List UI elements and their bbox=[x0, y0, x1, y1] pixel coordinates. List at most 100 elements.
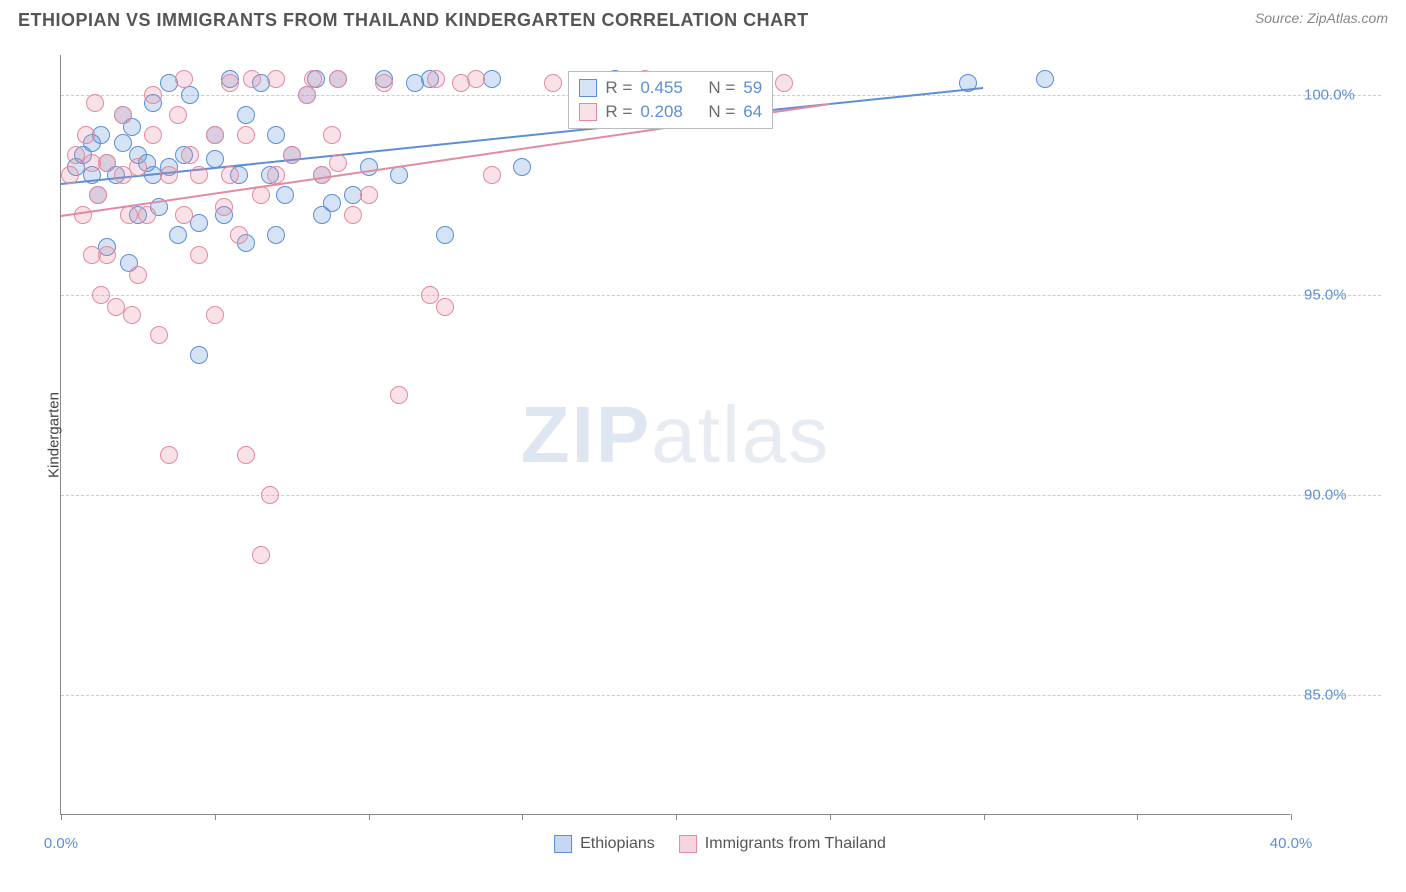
scatter-point bbox=[190, 214, 208, 232]
legend-swatch bbox=[554, 835, 572, 853]
y-axis-label: Kindergarten bbox=[45, 392, 62, 478]
scatter-point bbox=[74, 206, 92, 224]
scatter-point bbox=[114, 134, 132, 152]
y-tick-label: 85.0% bbox=[1304, 687, 1374, 704]
scatter-point bbox=[169, 226, 187, 244]
scatter-point bbox=[267, 226, 285, 244]
scatter-point bbox=[123, 306, 141, 324]
scatter-point bbox=[261, 486, 279, 504]
scatter-point bbox=[144, 126, 162, 144]
gridline-h bbox=[61, 295, 1381, 296]
scatter-point bbox=[92, 286, 110, 304]
scatter-point bbox=[181, 146, 199, 164]
y-tick-label: 100.0% bbox=[1304, 87, 1374, 104]
scatter-point bbox=[138, 206, 156, 224]
x-tick bbox=[984, 814, 985, 820]
scatter-point bbox=[360, 158, 378, 176]
scatter-point bbox=[61, 166, 79, 184]
y-tick-label: 95.0% bbox=[1304, 287, 1374, 304]
scatter-point bbox=[436, 298, 454, 316]
scatter-point bbox=[467, 70, 485, 88]
scatter-point bbox=[190, 246, 208, 264]
scatter-point bbox=[89, 186, 107, 204]
scatter-point bbox=[329, 70, 347, 88]
scatter-point bbox=[427, 70, 445, 88]
legend: Ethiopians Immigrants from Thailand bbox=[554, 835, 886, 853]
scatter-point bbox=[243, 70, 261, 88]
scatter-point bbox=[169, 106, 187, 124]
scatter-point bbox=[237, 126, 255, 144]
scatter-point bbox=[86, 94, 104, 112]
x-tick bbox=[1291, 814, 1292, 820]
watermark: ZIPatlas bbox=[521, 389, 830, 481]
legend-label: Immigrants from Thailand bbox=[705, 835, 886, 853]
stat-r-label: R = bbox=[605, 78, 632, 98]
scatter-point bbox=[436, 226, 454, 244]
legend-item: Ethiopians bbox=[554, 835, 655, 853]
y-tick-label: 90.0% bbox=[1304, 487, 1374, 504]
scatter-point bbox=[252, 546, 270, 564]
scatter-point bbox=[160, 446, 178, 464]
scatter-point bbox=[114, 106, 132, 124]
x-tick-label: 0.0% bbox=[44, 835, 78, 852]
scatter-point bbox=[215, 198, 233, 216]
scatter-point bbox=[483, 70, 501, 88]
scatter-point bbox=[98, 154, 116, 172]
stat-r-value: 0.455 bbox=[640, 78, 683, 98]
x-tick bbox=[522, 814, 523, 820]
x-tick bbox=[369, 814, 370, 820]
scatter-point bbox=[375, 74, 393, 92]
scatter-point bbox=[283, 146, 301, 164]
scatter-point bbox=[175, 206, 193, 224]
scatter-point bbox=[175, 70, 193, 88]
scatter-point bbox=[237, 106, 255, 124]
x-tick bbox=[61, 814, 62, 820]
stats-row: R = 0.208 N = 64 bbox=[579, 100, 762, 124]
x-tick bbox=[676, 814, 677, 820]
gridline-h bbox=[61, 495, 1381, 496]
source-attribution: Source: ZipAtlas.com bbox=[1255, 10, 1388, 26]
scatter-point bbox=[98, 246, 116, 264]
scatter-point bbox=[360, 186, 378, 204]
scatter-point bbox=[190, 166, 208, 184]
scatter-point bbox=[329, 154, 347, 172]
scatter-point bbox=[421, 286, 439, 304]
legend-swatch bbox=[679, 835, 697, 853]
scatter-point bbox=[304, 70, 322, 88]
scatter-point bbox=[129, 266, 147, 284]
scatter-point bbox=[92, 126, 110, 144]
scatter-point bbox=[120, 206, 138, 224]
legend-label: Ethiopians bbox=[580, 835, 655, 853]
scatter-point bbox=[237, 446, 255, 464]
scatter-point bbox=[775, 74, 793, 92]
scatter-point bbox=[1036, 70, 1054, 88]
scatter-point bbox=[77, 126, 95, 144]
scatter-point bbox=[221, 166, 239, 184]
scatter-point bbox=[150, 326, 168, 344]
stat-r-label: R = bbox=[605, 102, 632, 122]
series-swatch bbox=[579, 103, 597, 121]
scatter-point bbox=[323, 126, 341, 144]
stat-n-value: 59 bbox=[743, 78, 762, 98]
scatter-point bbox=[267, 166, 285, 184]
scatter-point bbox=[206, 126, 224, 144]
scatter-point bbox=[544, 74, 562, 92]
scatter-point bbox=[160, 166, 178, 184]
chart-container: Kindergarten ZIPatlas 85.0%90.0%95.0%100… bbox=[60, 55, 1380, 815]
plot-area: Kindergarten ZIPatlas 85.0%90.0%95.0%100… bbox=[60, 55, 1290, 815]
legend-item: Immigrants from Thailand bbox=[679, 835, 886, 853]
scatter-point bbox=[181, 86, 199, 104]
chart-title: ETHIOPIAN VS IMMIGRANTS FROM THAILAND KI… bbox=[18, 10, 809, 31]
scatter-point bbox=[344, 206, 362, 224]
scatter-point bbox=[513, 158, 531, 176]
scatter-point bbox=[298, 86, 316, 104]
series-swatch bbox=[579, 79, 597, 97]
stat-n-label: N = bbox=[708, 102, 735, 122]
stat-n-label: N = bbox=[708, 78, 735, 98]
scatter-point bbox=[390, 386, 408, 404]
stat-r-value: 0.208 bbox=[640, 102, 683, 122]
x-tick bbox=[830, 814, 831, 820]
scatter-point bbox=[230, 226, 248, 244]
stats-row: R = 0.455 N = 59 bbox=[579, 76, 762, 100]
scatter-point bbox=[483, 166, 501, 184]
